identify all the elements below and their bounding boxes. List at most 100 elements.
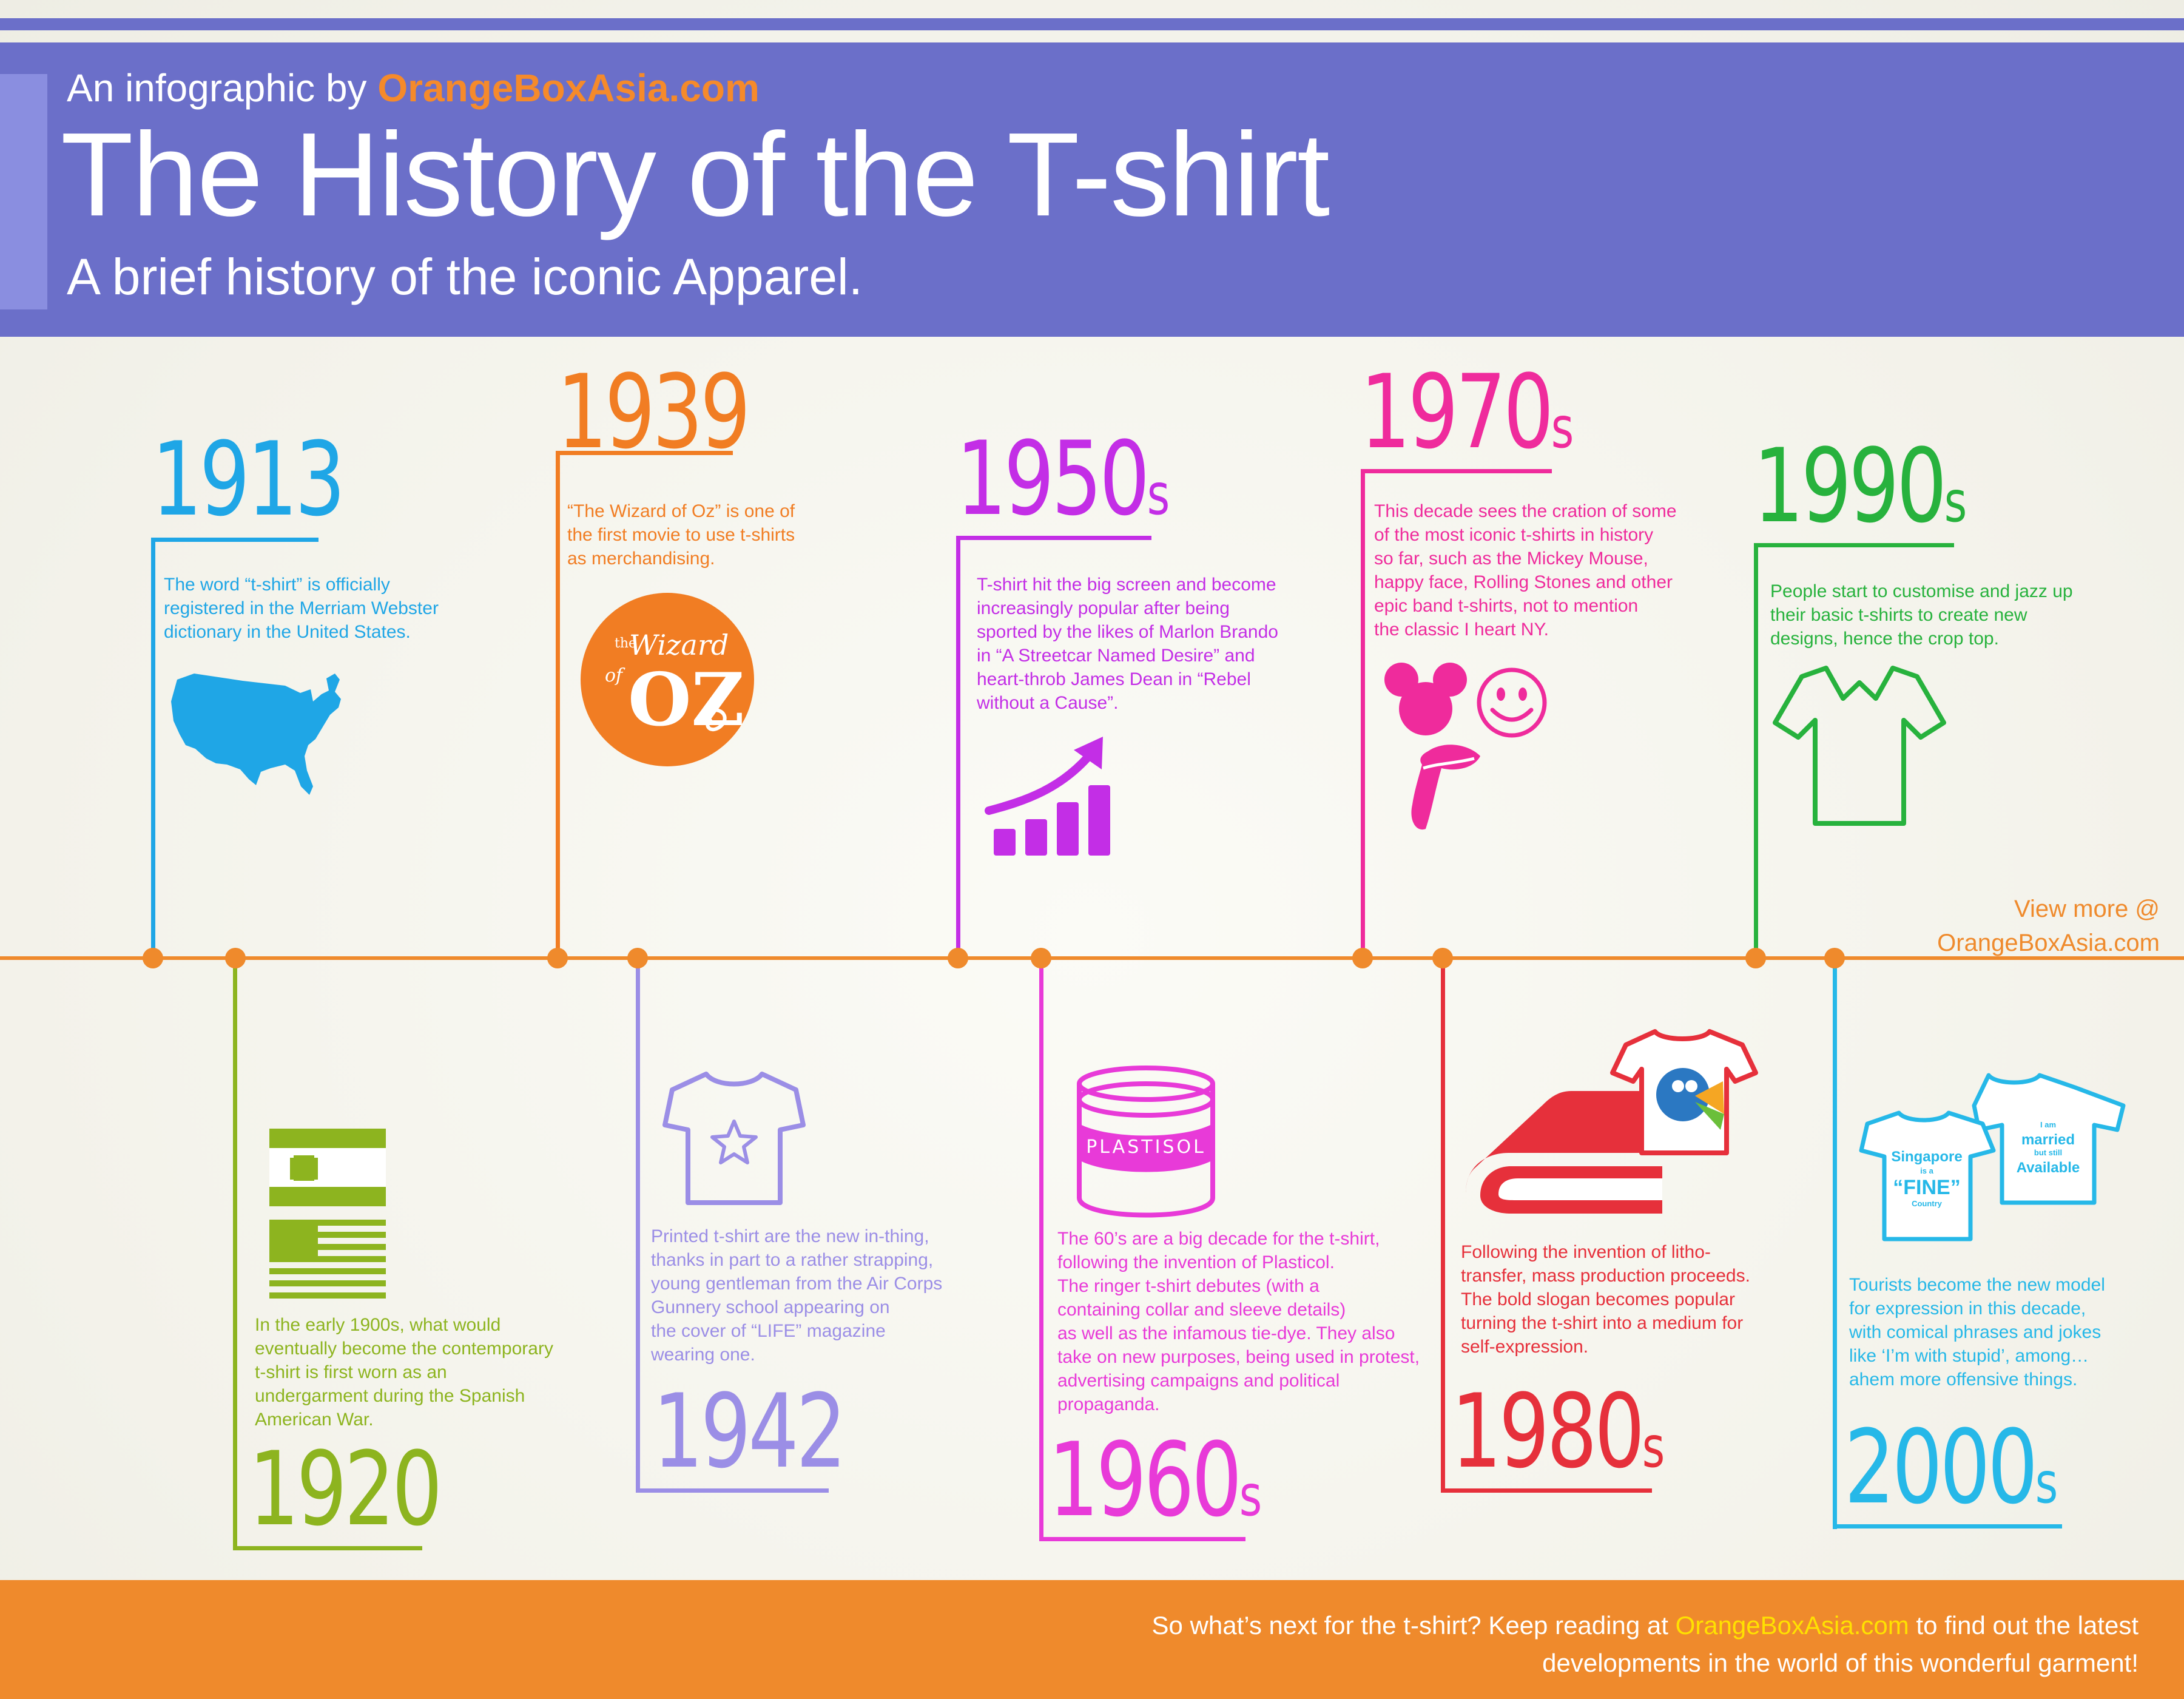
view-more-link[interactable]: View more @ OrangeBoxAsia.com	[1937, 892, 2160, 960]
event-1950s-underline	[956, 536, 1151, 540]
event-2000s-connector	[1833, 959, 1837, 1529]
event-1913-underline	[151, 538, 318, 542]
header-accent-bar	[0, 74, 47, 309]
event-1960s-description: The 60’s are a big decade for the t-shir…	[1057, 1229, 1420, 1414]
spain-usa-flags-icon	[269, 1129, 386, 1299]
event-1960s-year: 1960s	[1048, 1420, 1262, 1539]
page-title: The History of the T-shirt	[61, 108, 1330, 241]
event-1920-connector	[233, 959, 237, 1550]
event-1990s-connector	[1754, 543, 1758, 959]
usa-map-icon	[171, 674, 341, 795]
byline-prefix: An infographic by	[67, 66, 378, 110]
slogan-left-l1: Singapore	[1891, 1149, 1962, 1165]
byline: An infographic by OrangeBoxAsia.com	[67, 66, 760, 110]
timeline-dot-1960s	[1031, 948, 1051, 968]
event-2000s-description: Tourists become the new model for express…	[1849, 1275, 2105, 1390]
header-top-stripe	[0, 18, 2184, 30]
byline-brand-link[interactable]: OrangeBoxAsia.com	[377, 66, 760, 110]
slogan-right-l2: married	[2021, 1132, 2075, 1148]
slogan-right-l4: Available	[2017, 1160, 2080, 1176]
footer-suffix: to find out the latest	[1909, 1611, 2138, 1640]
book-icon	[1466, 1091, 1662, 1214]
tourist-tshirts-icon: I am married but still Available Singapo…	[1859, 1073, 2126, 1241]
wizard-of-oz-logo-icon: the Wizard of OZ	[581, 593, 754, 766]
footer-brand-link[interactable]: OrangeBoxAsia.com	[1675, 1611, 1909, 1640]
event-1980s-year: 1980s	[1451, 1372, 1665, 1491]
timeline-dot-1980s	[1432, 948, 1453, 968]
event-1913-connector	[151, 538, 155, 959]
event-2000s-underline	[1833, 1524, 2062, 1528]
slogan-right-l3: but still	[2034, 1148, 2062, 1157]
tshirt-with-print-icon	[1610, 1029, 1758, 1155]
timeline-dot-1939	[547, 948, 568, 968]
event-1980s-description: Following the invention of litho-transfe…	[1461, 1242, 1750, 1357]
event-1960s-underline	[1039, 1537, 1245, 1541]
usa-flag-icon	[269, 1220, 386, 1299]
page-subtitle: A brief history of the iconic Apparel.	[67, 248, 863, 305]
event-1939-connector	[556, 451, 560, 959]
plastisol-tub-icon: PLASTISOL	[1077, 1066, 1215, 1218]
event-1960s-connector	[1039, 959, 1043, 1541]
event-1990s-year: 1990s	[1753, 427, 1967, 546]
oz-logo-the: the	[615, 636, 636, 651]
iconic-prints-icon	[1384, 663, 1547, 830]
oz-logo-wizard: Wizard	[629, 629, 729, 661]
event-1950s-description: T-shirt hit the big screen and become inc…	[977, 575, 1278, 713]
event-1942-connector	[636, 959, 640, 1493]
event-1942-description: Printed t-shirt are the new in-thing, tha…	[651, 1226, 943, 1365]
event-1939-year: 1939	[557, 353, 750, 471]
footer-text: So what’s next for the t-shirt? Keep rea…	[682, 1607, 2139, 1682]
mickey-mouse-icon	[1384, 663, 1467, 735]
slogan-left-l4: Country	[1912, 1199, 1943, 1208]
tshirt-left-icon: Singapore is a “FINE” Country	[1859, 1110, 1996, 1241]
slogan-left-l3: “FINE”	[1893, 1176, 1960, 1199]
slogan-left-l2: is a	[1920, 1166, 1933, 1175]
plastisol-label: PLASTISOL	[1086, 1137, 1206, 1158]
slogan-right-l1: I am	[2040, 1120, 2056, 1129]
footer-banner	[0, 1580, 2184, 1699]
event-1970s-connector	[1361, 469, 1365, 959]
timeline-dot-2000s	[1824, 948, 1845, 968]
event-1942-underline	[636, 1488, 829, 1493]
timeline-dot-1970s	[1352, 948, 1373, 968]
event-1980s-connector	[1441, 959, 1445, 1493]
crop-top-tshirt-icon	[1773, 666, 1946, 826]
event-1920-underline	[233, 1546, 422, 1550]
event-1990s-description: People start to customise and jazz up the…	[1770, 581, 2073, 649]
spain-flag-icon	[269, 1129, 386, 1206]
timeline-axis	[0, 956, 2184, 960]
view-more-line2[interactable]: OrangeBoxAsia.com	[1937, 930, 2160, 956]
event-1970s-year: 1970s	[1360, 353, 1574, 471]
book-and-tshirt-icon	[1466, 1029, 1758, 1214]
header-banner	[0, 49, 2184, 337]
oz-logo-of: of	[605, 665, 625, 686]
event-1970s-underline	[1361, 469, 1552, 473]
footer-line2: developments in the world of this wonder…	[1542, 1649, 2138, 1677]
rolling-stones-tongue-icon	[1411, 745, 1480, 830]
star-tshirt-icon	[662, 1072, 806, 1205]
smiley-face-icon	[1477, 667, 1547, 738]
timeline-dot-1920	[225, 948, 246, 968]
timeline-dot-1913	[143, 948, 163, 968]
event-1913-description: The word “t-shirt” is officially register…	[164, 575, 439, 642]
header-second-stripe	[0, 42, 2184, 49]
oz-logo-oz: OZ	[628, 657, 744, 743]
event-1913-year: 1913	[152, 420, 345, 539]
event-1980s-underline	[1441, 1488, 1652, 1493]
growth-chart-icon	[985, 737, 1110, 856]
view-more-line1: View more @	[2014, 896, 2160, 922]
timeline-dot-1990s	[1745, 948, 1766, 968]
event-1950s-connector	[956, 536, 960, 959]
event-1939-description: “The Wizard of Oz” is one of the first mo…	[567, 501, 795, 569]
event-1970s-description: This decade sees the cration of some of t…	[1374, 501, 1677, 640]
event-1920-description: In the early 1900s, what would eventually…	[255, 1315, 553, 1430]
timeline-dot-1950s	[948, 948, 968, 968]
event-1942-year: 1942	[653, 1372, 846, 1491]
event-1950s-year: 1950s	[956, 419, 1170, 538]
event-1939-underline	[556, 451, 733, 455]
event-2000s-year: 2000s	[1844, 1408, 2058, 1527]
tshirt-right-icon: I am married but still Available	[1972, 1073, 2126, 1205]
event-1920-year: 1920	[249, 1430, 442, 1549]
event-1990s-underline	[1754, 543, 1954, 547]
